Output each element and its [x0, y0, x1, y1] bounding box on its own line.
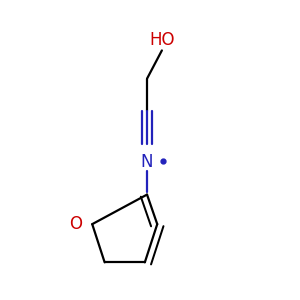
- Text: HO: HO: [149, 31, 175, 49]
- Text: O: O: [69, 215, 82, 233]
- Text: N: N: [141, 153, 153, 171]
